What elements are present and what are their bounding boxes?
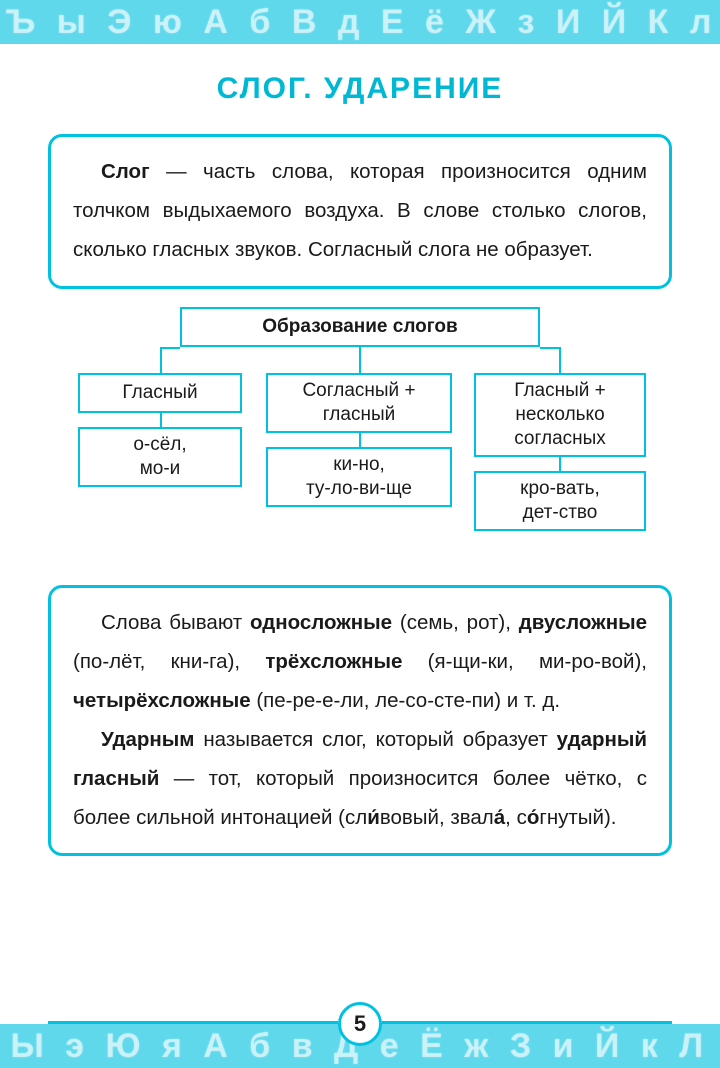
diagram-col1-type: Гласный [78, 373, 242, 413]
text-run: (по-лёт, кни-га), [73, 650, 265, 673]
diagram-connector [559, 457, 561, 471]
diagram-col1-examples: о-сёл, мо-и [78, 427, 242, 487]
diagram-connector [540, 347, 561, 349]
stress-mark: и́ [367, 806, 380, 829]
definition-box: Слог — часть слова, которая произносится… [48, 134, 672, 289]
page-content: СЛОГ. УДАРЕНИЕ Слог — часть слова, котор… [0, 44, 720, 1024]
page-num-rule [382, 1021, 672, 1024]
diagram-connector [160, 347, 180, 349]
page-num-rule [48, 1021, 338, 1024]
diagram-connector [359, 433, 361, 447]
text-run: , с [505, 806, 527, 829]
page-title: СЛОГ. УДАРЕНИЕ [48, 72, 672, 106]
diagram-col2-type: Согласный + гласный [266, 373, 452, 433]
syllable-formation-diagram: Образование слогов Гласный о-сёл, мо-и С… [70, 307, 650, 567]
stress-mark: а́ [494, 806, 505, 829]
term-trisyllabic: трёхсложные [265, 650, 402, 673]
term-stressed: Ударным [101, 728, 194, 751]
text-run: во­вый, звал [380, 806, 494, 829]
term-quadrisyllabic: четырёхсложные [73, 689, 251, 712]
page-number: 5 [338, 1002, 382, 1046]
types-box: Слова бывают односложные (семь, рот), дв… [48, 585, 672, 857]
term-slog: Слог [101, 160, 150, 183]
term-monosyllabic: односложные [250, 611, 392, 634]
band-letters-top: ш Ъ ы Э ю А б В д Е ё Ж з И Й К л м [0, 3, 720, 42]
stress-mark: о́ [527, 806, 540, 829]
diagram-col3-examples: кро-вать, дет-ство [474, 471, 646, 531]
diagram-connector [559, 347, 561, 373]
term-disyllabic: дву­сложные [519, 611, 647, 634]
text-run: Слова бывают [101, 611, 250, 634]
text-run: гнутый). [539, 806, 616, 829]
diagram-col3-type: Гласный + несколько согласных [474, 373, 646, 457]
diagram-connector [160, 413, 162, 427]
text-run: называется слог, который образует [194, 728, 556, 751]
diagram-header: Образование слогов [180, 307, 540, 347]
diagram-col2-examples: ки-но, ту-ло-ви-ще [266, 447, 452, 507]
diagram-connector [160, 347, 162, 373]
text-run: (я-щи-ки, ми-ро-вой), [402, 650, 647, 673]
text-run: (пе-ре-е-ли, ле-со-сте-пи) и т. д. [251, 689, 560, 712]
top-alphabet-band: ш Ъ ы Э ю А б В д Е ё Ж з И Й К л м [0, 0, 720, 44]
definition-text: — часть слова, которая произносится одни… [73, 160, 647, 261]
text-run: (семь, рот), [392, 611, 519, 634]
diagram-connector [359, 347, 361, 373]
